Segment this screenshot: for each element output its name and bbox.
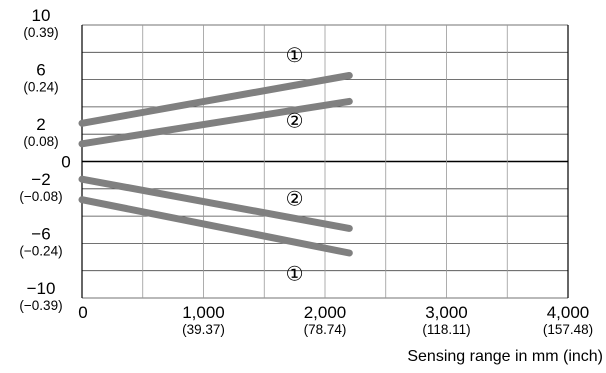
y-tick-label: −10 (27, 279, 56, 298)
y-tick-label: 2 (36, 115, 45, 134)
y-tick-sublabel: (−0.24) (19, 243, 62, 258)
y-tick-sublabel: (0.08) (23, 134, 58, 149)
grid (81, 24, 569, 299)
series-marker-label: ① (286, 45, 304, 67)
x-axis-title: Sensing range in mm (inch) (407, 348, 603, 365)
series-line (78, 196, 353, 257)
x-tick-label: 1,000 (182, 303, 225, 322)
y-tick-label: −6 (31, 224, 50, 243)
x-tick-label: 0 (78, 303, 87, 322)
y-tick-label: 10 (32, 6, 51, 25)
annotation-layer: ① ② ② ① (286, 45, 304, 285)
x-tick-label: 2,000 (304, 303, 347, 322)
x-tick-sublabel: (78.74) (304, 322, 347, 337)
y-tick-sublabel: (−0.39) (19, 298, 62, 313)
tick-layer: 10(0.39)6(0.24)2(0.08)0−2(−0.08)−6(−0.24… (19, 6, 593, 337)
x-tick-label: 3,000 (425, 303, 468, 322)
x-tick-sublabel: (39.37) (182, 322, 225, 337)
y-tick-sublabel: (0.39) (23, 25, 58, 40)
series-line (78, 72, 353, 127)
x-tick-sublabel: (118.11) (422, 322, 470, 337)
x-tick-sublabel: (157.48) (543, 322, 593, 337)
series-marker-label: ② (286, 111, 304, 133)
y-tick-label: −2 (31, 170, 50, 189)
y-tick-label: 6 (36, 61, 45, 80)
series-layer (78, 72, 353, 257)
y-tick-label: 0 (61, 153, 70, 172)
y-tick-sublabel: (−0.08) (19, 189, 62, 204)
x-tick-label: 4,000 (547, 303, 590, 322)
series-marker-label: ① (286, 263, 304, 285)
series-line (78, 97, 353, 148)
series-line (78, 175, 353, 232)
series-marker-label: ② (286, 188, 304, 210)
y-tick-sublabel: (0.24) (23, 80, 58, 95)
